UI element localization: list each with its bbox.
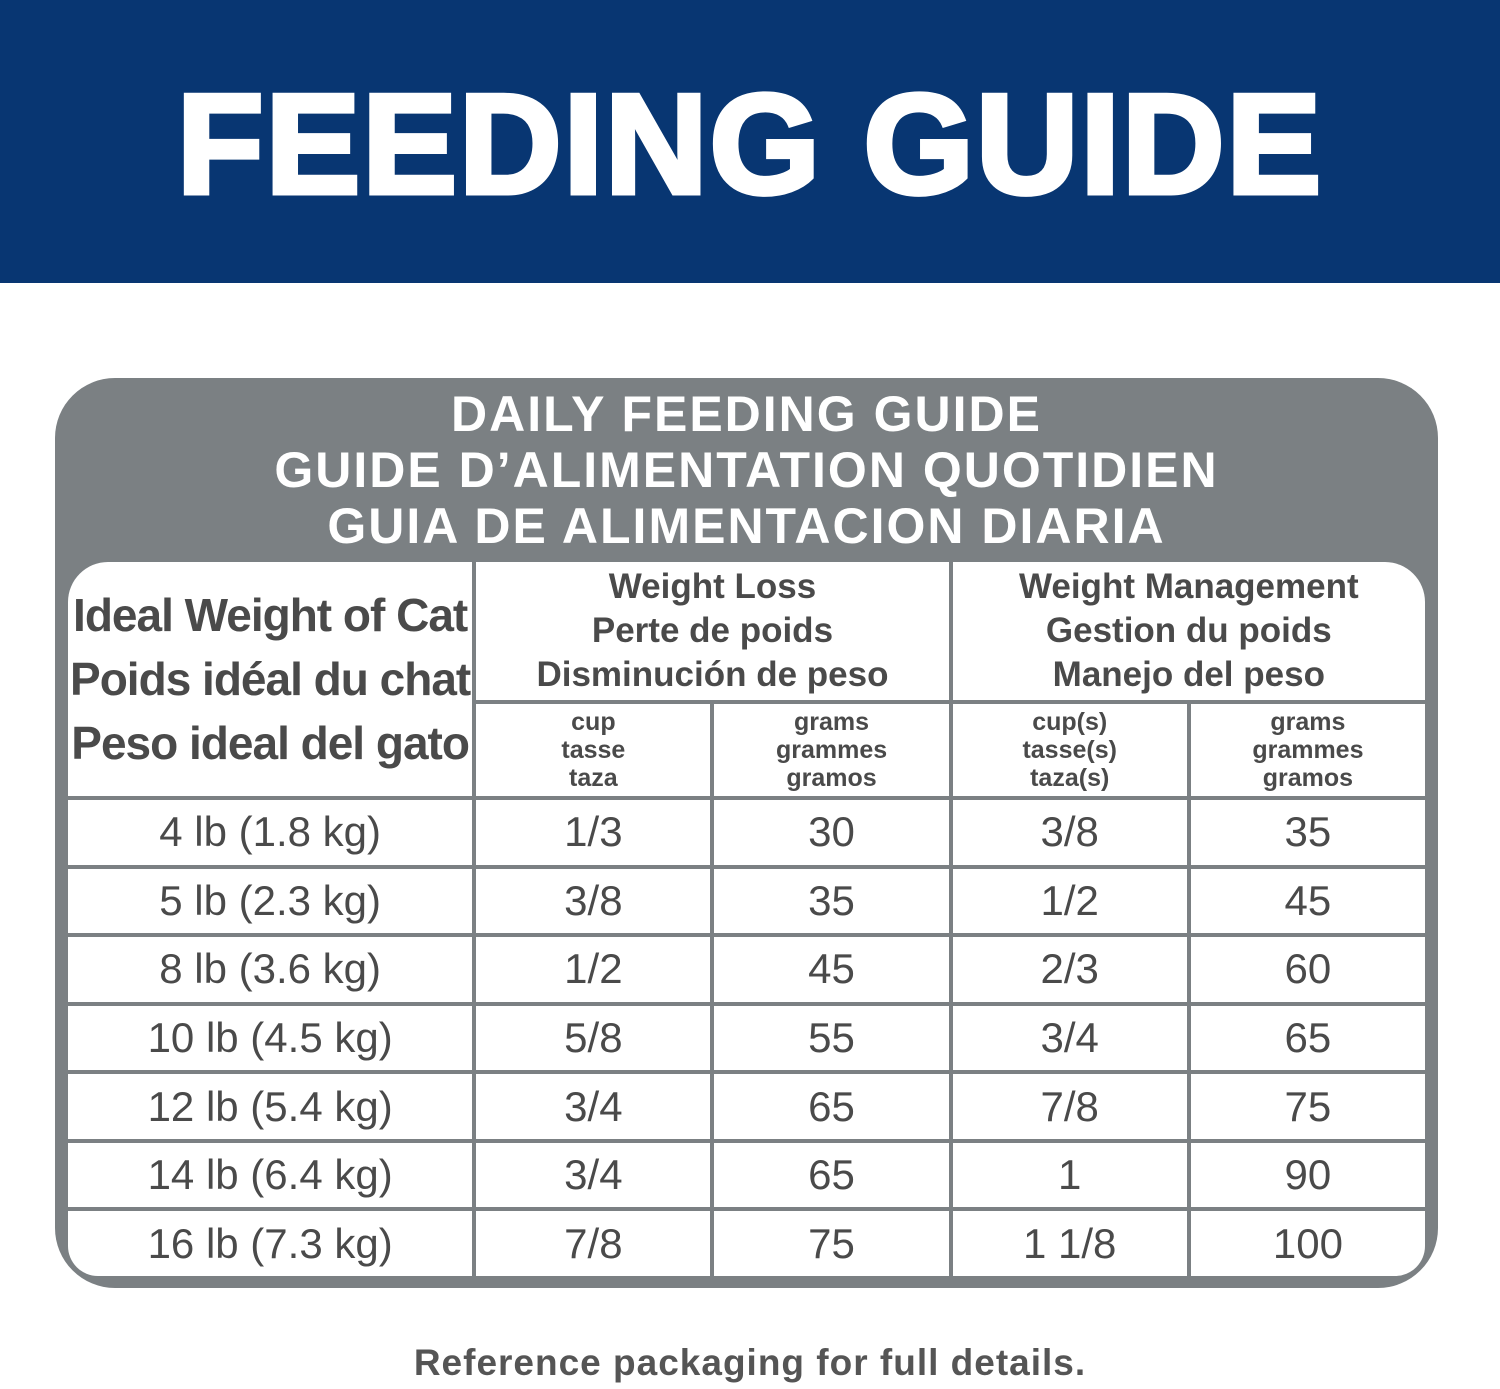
- table-title-line: GUIDE D’ALIMENTATION QUOTIDIEN: [274, 442, 1219, 498]
- amount: 55: [714, 1005, 949, 1071]
- amount: 90: [1190, 1142, 1425, 1208]
- amount: 3/4: [476, 1074, 711, 1139]
- header-line: Manejo del peso: [1052, 655, 1325, 695]
- data-row: 14 lb (6.4 kg) 3/4 65 1 90: [68, 1142, 1425, 1208]
- cat-weight: 14 lb (6.4 kg): [68, 1142, 473, 1208]
- amount: 1/2: [952, 868, 1187, 934]
- amount: 60: [1190, 937, 1425, 1002]
- cat-weight: 16 lb (7.3 kg): [68, 1211, 473, 1276]
- header-line: Weight Loss: [608, 567, 817, 607]
- cat-weight: 12 lb (5.4 kg): [68, 1074, 473, 1139]
- amount: 7/8: [476, 1211, 711, 1276]
- amount: 3/8: [952, 800, 1187, 865]
- amount: 7/8: [952, 1074, 1187, 1139]
- table-title-line: GUIA DE ALIMENTACION DIARIA: [327, 498, 1166, 554]
- amount: 35: [714, 868, 949, 934]
- amount: 65: [714, 1142, 949, 1208]
- first-column-header: Ideal Weight of Cat Poids idéal du chat Pe…: [68, 562, 473, 796]
- header-line: Poids idéal du chat: [70, 653, 471, 705]
- amount: 100: [1190, 1211, 1425, 1276]
- unit-line: gramos: [786, 764, 877, 793]
- amount: 75: [1190, 1074, 1425, 1139]
- header-line: Perte de poids: [591, 611, 834, 651]
- table-title-line: DAILY FEEDING GUIDE: [451, 386, 1042, 442]
- data-row: 10 lb (4.5 kg) 5/8 55 3/4 65: [68, 1005, 1425, 1071]
- table-title: DAILY FEEDING GUIDE GUIDE D’ALIMENTATION …: [55, 386, 1438, 554]
- group-header: Weight Management Gestion du poids Manejo …: [952, 562, 1425, 701]
- data-row: 5 lb (2.3 kg) 3/8 35 1/2 45: [68, 868, 1425, 934]
- feeding-table: Ideal Weight of Cat Poids idéal du chat Pe…: [64, 558, 1429, 1280]
- amount: 3/4: [952, 1005, 1187, 1071]
- data-row: 4 lb (1.8 kg) 1/3 30 3/8 35: [68, 800, 1425, 865]
- amount: 3/4: [476, 1142, 711, 1208]
- unit-line: cup: [571, 708, 616, 737]
- cat-weight: 8 lb (3.6 kg): [68, 937, 473, 1002]
- header-line: Gestion du poids: [1045, 611, 1332, 651]
- amount: 1/3: [476, 800, 711, 865]
- banner: FEEDING GUIDE: [0, 0, 1500, 283]
- amount: 65: [714, 1074, 949, 1139]
- unit-line: tasse: [561, 736, 626, 765]
- data-row: 8 lb (3.6 kg) 1/2 45 2/3 60: [68, 937, 1425, 1002]
- amount: 1 1/8: [952, 1211, 1187, 1276]
- cat-weight: 4 lb (1.8 kg): [68, 800, 473, 865]
- unit-header-row: cup tasse taza grams grammes gramos cup(s) tass…: [68, 704, 1425, 796]
- unit-line: grammes: [775, 736, 888, 765]
- header-line: Disminución de peso: [536, 655, 889, 695]
- unit-line: grammes: [1252, 736, 1364, 765]
- unit-line: grams: [794, 708, 870, 737]
- data-row: 12 lb (5.4 kg) 3/4 65 7/8 75: [68, 1074, 1425, 1139]
- header-line: Peso ideal del gato: [71, 717, 470, 769]
- group-header: Weight Loss Perte de poids Disminución de …: [476, 562, 949, 701]
- unit-header: cup tasse taza: [476, 704, 711, 796]
- amount: 1: [952, 1142, 1187, 1208]
- unit-line: taza: [569, 764, 618, 793]
- feeding-panel: DAILY FEEDING GUIDE GUIDE D’ALIMENTATION …: [55, 378, 1438, 1288]
- amount: 35: [1190, 800, 1425, 865]
- amount: 75: [714, 1211, 949, 1276]
- amount: 1/2: [476, 937, 711, 1002]
- header-line: Weight Management: [1018, 567, 1359, 607]
- unit-line: grams: [1270, 708, 1346, 737]
- amount: 65: [1190, 1005, 1425, 1071]
- header-line: Ideal Weight of Cat: [73, 589, 468, 641]
- unit-line: taza(s): [1030, 764, 1110, 793]
- amount: 45: [714, 937, 949, 1002]
- unit-line: gramos: [1262, 764, 1354, 793]
- footer-note: Reference packaging for full details.: [413, 1342, 1087, 1383]
- amount: 2/3: [952, 937, 1187, 1002]
- amount: 3/8: [476, 868, 711, 934]
- unit-line: cup(s): [1032, 708, 1108, 737]
- unit-line: tasse(s): [1022, 736, 1117, 765]
- cat-weight: 5 lb (2.3 kg): [68, 868, 473, 934]
- unit-header: cup(s) tasse(s) taza(s): [952, 704, 1187, 796]
- data-row: 16 lb (7.3 kg) 7/8 75 1 1/8 100: [68, 1211, 1425, 1276]
- cat-weight: 10 lb (4.5 kg): [68, 1005, 473, 1071]
- amount: 45: [1190, 868, 1425, 934]
- unit-header: grams grammes gramos: [714, 704, 949, 796]
- amount: 5/8: [476, 1005, 711, 1071]
- page-title: FEEDING GUIDE: [174, 65, 1324, 224]
- group-header-row: Ideal Weight of Cat Poids idéal du chat Pe…: [68, 562, 1425, 796]
- unit-header: grams grammes gramos: [1190, 704, 1425, 796]
- amount: 30: [714, 800, 949, 865]
